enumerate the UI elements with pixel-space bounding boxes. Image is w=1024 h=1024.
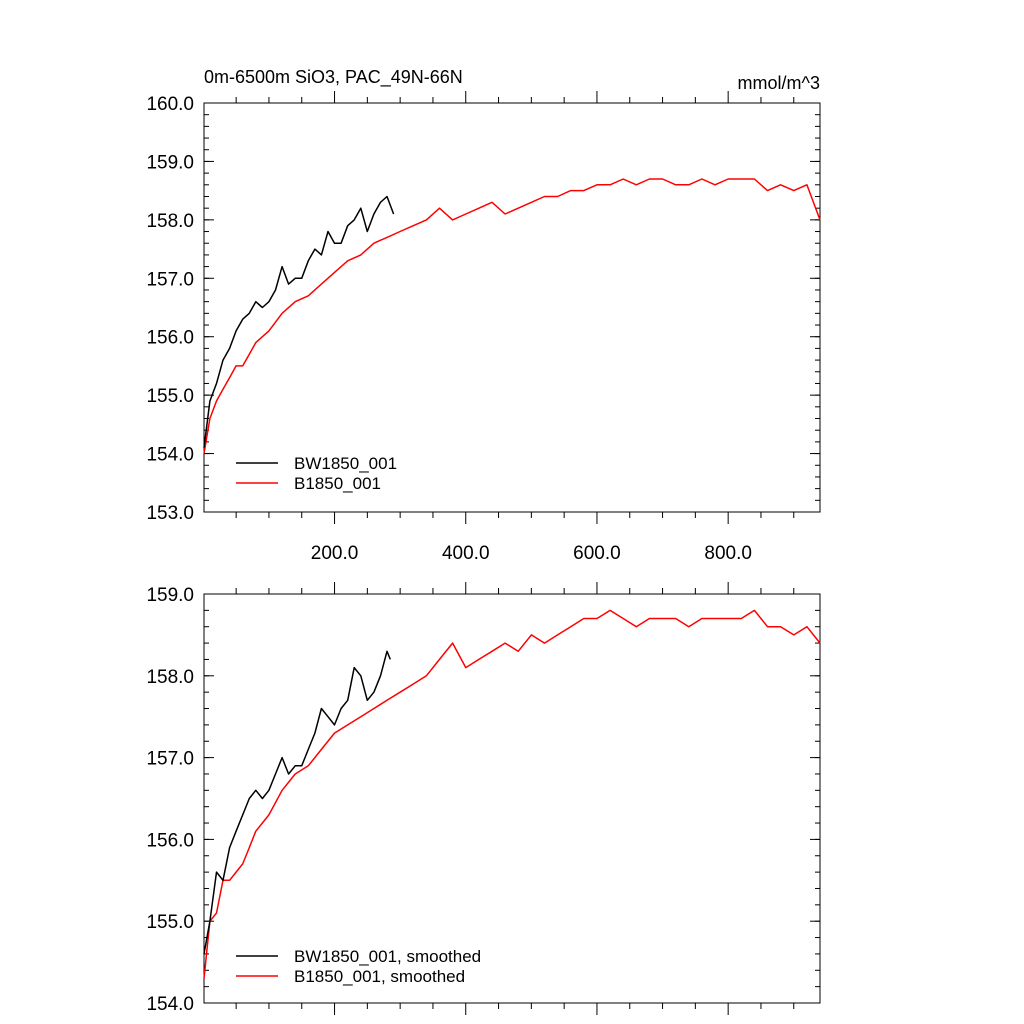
- legend-label: B1850_001: [294, 474, 381, 493]
- legend-label: BW1850_001: [294, 454, 397, 473]
- series-line-0: [203, 195, 395, 448]
- y-tick-label: 155.0: [146, 912, 194, 933]
- y-tick-label: 155.0: [146, 386, 194, 407]
- y-tick-label: 156.0: [146, 328, 194, 349]
- y-tick-label: 158.0: [146, 667, 194, 688]
- y-tick-label: 158.0: [146, 211, 194, 232]
- x-tick-label: 200.0: [311, 543, 359, 564]
- bottom-panel: 154.0 155.0 156.0 157.0 158.0 159.0 BW1850_001…: [146, 582, 821, 1015]
- y-tick-label: 154.0: [146, 445, 194, 466]
- x-tick-label: 400.0: [442, 543, 490, 564]
- series-line-1: [203, 609, 821, 979]
- y-tick-label: 154.0: [146, 994, 194, 1015]
- plot-frame: [203, 593, 821, 1004]
- y-tick-label: 160.0: [146, 94, 194, 115]
- legend-label: B1850_001, smoothed: [294, 967, 465, 986]
- legend-label: BW1850_001, smoothed: [294, 947, 481, 966]
- units-label: mmol/m^3: [738, 73, 820, 93]
- figure-title: 0m-6500m SiO3, PAC_49N-66N: [204, 67, 463, 88]
- y-tick-label: 156.0: [146, 830, 194, 851]
- y-tick-label: 159.0: [146, 152, 194, 173]
- plot-frame: [203, 102, 821, 513]
- y-tick-label: 153.0: [146, 503, 194, 524]
- y-tick-label: 157.0: [146, 749, 194, 770]
- y-tick-label: 159.0: [146, 585, 194, 606]
- x-tick-label: 600.0: [573, 543, 621, 564]
- series-line-0: [203, 650, 391, 955]
- top-panel: 153.0 154.0 155.0 156.0 157.0 158.0 159.0 160.0…: [146, 91, 821, 564]
- x-tick-label: 800.0: [704, 543, 752, 564]
- series-line-1: [203, 178, 821, 454]
- y-tick-label: 157.0: [146, 269, 194, 290]
